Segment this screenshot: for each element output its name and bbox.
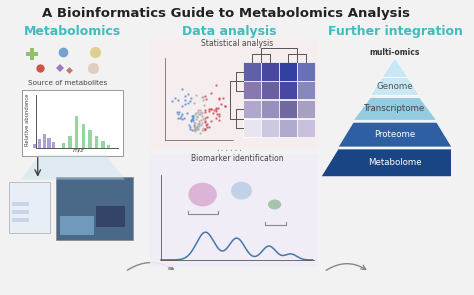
Text: Biomarker identification: Biomarker identification xyxy=(191,154,284,163)
FancyArrowPatch shape xyxy=(326,264,366,270)
Bar xyxy=(243,119,261,137)
Bar xyxy=(33,144,36,148)
Bar xyxy=(261,81,279,99)
FancyArrowPatch shape xyxy=(127,263,173,270)
Text: Genome: Genome xyxy=(377,82,413,91)
Bar xyxy=(261,100,279,118)
Bar xyxy=(12,210,29,214)
Bar xyxy=(279,100,297,118)
Bar xyxy=(52,142,55,148)
Text: Source of metabolites: Source of metabolites xyxy=(28,80,108,86)
Bar xyxy=(297,119,315,137)
Ellipse shape xyxy=(268,199,281,209)
Bar xyxy=(95,136,98,148)
FancyBboxPatch shape xyxy=(56,177,133,240)
Polygon shape xyxy=(321,149,469,177)
Bar xyxy=(47,138,51,148)
Bar xyxy=(243,62,261,81)
Polygon shape xyxy=(370,78,419,96)
Text: multi-omics: multi-omics xyxy=(370,48,420,58)
Text: Metabolomics: Metabolomics xyxy=(24,24,121,37)
Text: A Bioinformatics Guide to Metabolomics Analysis: A Bioinformatics Guide to Metabolomics A… xyxy=(42,7,410,20)
FancyBboxPatch shape xyxy=(9,182,50,233)
Bar xyxy=(38,139,41,148)
Bar xyxy=(279,119,297,137)
Text: Statistical analysis: Statistical analysis xyxy=(201,40,273,48)
Bar xyxy=(68,136,72,148)
Text: ......: ...... xyxy=(215,145,243,153)
Text: m/z: m/z xyxy=(73,148,85,153)
Bar xyxy=(261,119,279,137)
Bar xyxy=(279,62,297,81)
Text: Data analysis: Data analysis xyxy=(182,24,276,37)
Bar xyxy=(279,81,297,99)
Polygon shape xyxy=(21,155,125,180)
Bar xyxy=(243,100,261,118)
FancyBboxPatch shape xyxy=(96,206,126,227)
Bar xyxy=(88,130,91,148)
Bar xyxy=(297,62,315,81)
Bar xyxy=(43,134,46,148)
Bar xyxy=(243,81,261,99)
Bar xyxy=(107,145,110,148)
Bar xyxy=(297,100,315,118)
Bar xyxy=(101,141,105,148)
Polygon shape xyxy=(382,58,408,78)
Bar xyxy=(261,62,279,81)
Bar xyxy=(75,116,78,148)
Bar xyxy=(12,202,29,206)
FancyBboxPatch shape xyxy=(150,39,318,148)
Text: Proteome: Proteome xyxy=(374,130,416,139)
FancyBboxPatch shape xyxy=(150,154,318,267)
FancyBboxPatch shape xyxy=(22,90,123,156)
Text: Relative abundance: Relative abundance xyxy=(25,93,30,145)
Text: Transcriptome: Transcriptome xyxy=(365,104,426,113)
Text: Metabolome: Metabolome xyxy=(368,158,422,167)
Polygon shape xyxy=(353,97,437,120)
Ellipse shape xyxy=(188,183,217,206)
Bar xyxy=(82,124,85,148)
Bar xyxy=(297,81,315,99)
Polygon shape xyxy=(338,122,452,147)
Bar xyxy=(12,218,29,222)
Text: Further integration: Further integration xyxy=(328,24,463,37)
FancyBboxPatch shape xyxy=(60,216,94,235)
Bar xyxy=(62,143,65,148)
Ellipse shape xyxy=(231,182,252,199)
